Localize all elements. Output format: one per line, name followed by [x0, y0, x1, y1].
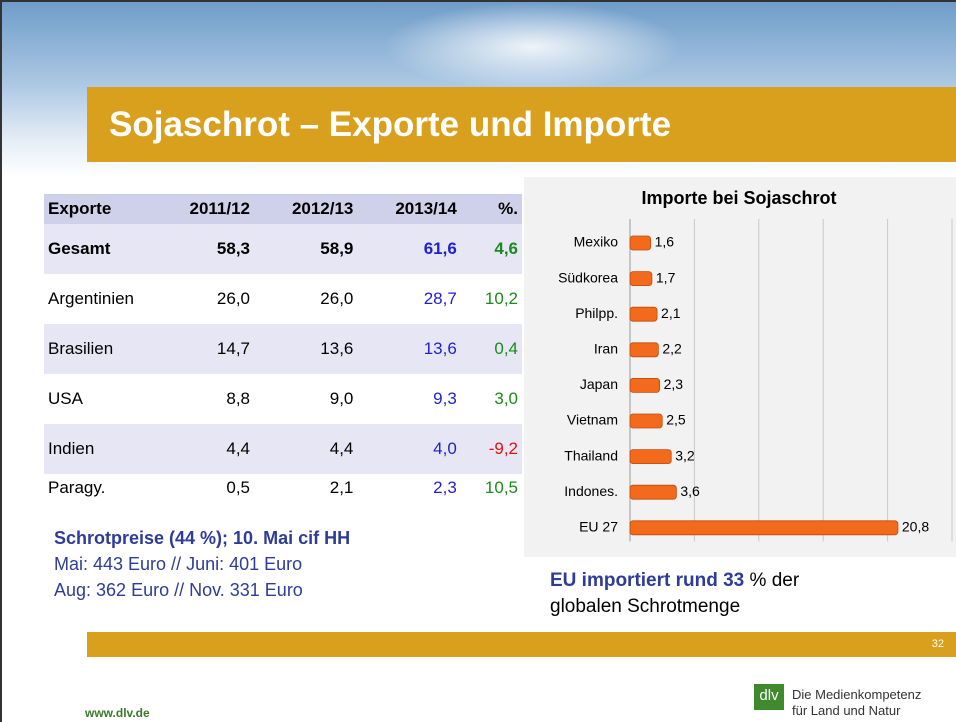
table-cell: Indien — [48, 439, 95, 458]
prices-line: Aug: 362 Euro // Nov. 331 Euro — [54, 580, 303, 600]
value-label: 2,5 — [666, 412, 686, 428]
chart-note: EU importiert rund 33 % der — [550, 570, 799, 592]
table-cell: 2,3 — [433, 477, 457, 497]
table-cell: Argentinien — [48, 289, 135, 308]
value-label: 20,8 — [902, 519, 929, 535]
category-label: Südkorea — [558, 269, 618, 285]
bar — [629, 235, 652, 251]
category-label: Vietnam — [567, 412, 618, 428]
logo: dlv — [754, 684, 784, 710]
value-label: 2,3 — [664, 376, 684, 392]
bar — [629, 342, 659, 358]
note-rest: % der — [749, 570, 800, 591]
table-cell: 26,0 — [320, 289, 354, 308]
value-label: 3,6 — [680, 483, 700, 499]
category-label: Japan — [580, 376, 618, 392]
category-label: Iran — [594, 341, 618, 357]
prices-heading: Schrotpreise (44 %); 10. Mai cif HH — [54, 528, 351, 548]
table-cell: 2,1 — [329, 477, 354, 497]
tagline: für Land und Natur — [792, 703, 901, 718]
footer-url: www.dlv.de — [85, 706, 150, 720]
column-header: %. — [460, 194, 522, 224]
column-header: Exporte — [44, 194, 152, 224]
table-cell: 4,6 — [494, 239, 518, 258]
bar — [629, 377, 661, 393]
bar — [629, 271, 653, 286]
table-cell: USA — [48, 389, 83, 408]
bar — [629, 484, 677, 500]
value-label: 1,7 — [656, 269, 676, 285]
value-label: 2,1 — [661, 305, 681, 321]
table-cell: 14,7 — [216, 339, 250, 358]
page-number: 32 — [931, 638, 944, 650]
chart-background — [524, 177, 956, 557]
table-cell: 0,4 — [494, 339, 518, 358]
chart: Importe bei Sojaschrot Mexiko 1,6 Südkorea… — [524, 177, 956, 557]
table-row: Brasilien 14,7 13,6 13,6 0,4 — [44, 324, 522, 374]
table-row: Indien 4,4 4,4 4,0 -9,2 — [44, 424, 522, 474]
table-cell: 3,0 — [494, 389, 518, 408]
prices-line: Mai: 443 Euro // Juni: 401 Euro — [54, 554, 303, 574]
category-label: Mexiko — [574, 234, 619, 250]
category-label: Indones. — [564, 483, 618, 499]
value-label: 2,2 — [662, 341, 682, 357]
table-cell: 26,0 — [216, 289, 250, 308]
table-row: Argentinien 26,0 26,0 28,7 10,2 — [44, 274, 522, 324]
table-row: Gesamt 58,3 58,9 61,6 4,6 — [44, 224, 522, 274]
table-cell: 13,6 — [423, 339, 457, 358]
table-cell: 10,2 — [484, 289, 518, 308]
table-cell: 4,4 — [226, 439, 250, 458]
table-cell: 10,5 — [484, 477, 518, 497]
table-cell: Paragy. — [48, 477, 106, 497]
value-label: 1,6 — [655, 234, 675, 250]
table-cell: Brasilien — [48, 339, 114, 358]
category-label: Philpp. — [575, 305, 618, 321]
table-cell: 13,6 — [320, 339, 354, 358]
note-emphasis: EU importiert rund 33 — [550, 570, 745, 591]
table-cell: 8,8 — [226, 389, 250, 408]
table-cell: 28,7 — [423, 289, 457, 308]
table-cell: Gesamt — [48, 239, 111, 258]
tagline: Die Medienkompetenz — [792, 687, 922, 702]
table-cell: -9,2 — [488, 439, 518, 458]
slide-title: Sojaschrot – Exporte und Importe — [87, 87, 956, 162]
table-row: Paragy. 0,5 2,1 2,3 10,5 — [44, 474, 522, 501]
export-table: Exporte 2011/12 2012/13 2013/14%. Gesamt 58,… — [44, 194, 522, 501]
bar — [629, 449, 672, 465]
bar — [629, 306, 658, 322]
footer-band: 32 — [87, 632, 956, 657]
table-row: USA 8,8 9,0 9,3 3,0 — [44, 374, 522, 424]
column-header: 2011/12 — [152, 194, 254, 224]
table-cell: 9,3 — [433, 389, 457, 408]
table-cell: 61,6 — [423, 239, 457, 258]
category-label: EU 27 — [579, 519, 618, 535]
category-label: Thailand — [564, 447, 618, 463]
table-cell: 58,9 — [320, 239, 354, 258]
column-header: 2013/14 — [357, 194, 461, 224]
column-header: 2012/13 — [254, 194, 358, 224]
table-header: Exporte 2011/12 2012/13 2013/14%. — [44, 194, 522, 224]
chart-note: globalen Schrotmenge — [550, 596, 741, 617]
table-cell: 0,5 — [226, 477, 250, 497]
table-cell: 9,0 — [329, 389, 354, 408]
chart-title: Importe bei Sojaschrot — [641, 188, 836, 208]
table-cell: 4,4 — [329, 439, 354, 458]
table-cell: 58,3 — [216, 239, 250, 258]
table-cell: 4,0 — [433, 439, 457, 458]
bar — [629, 413, 663, 429]
bar — [629, 520, 899, 536]
value-label: 3,2 — [675, 447, 695, 463]
